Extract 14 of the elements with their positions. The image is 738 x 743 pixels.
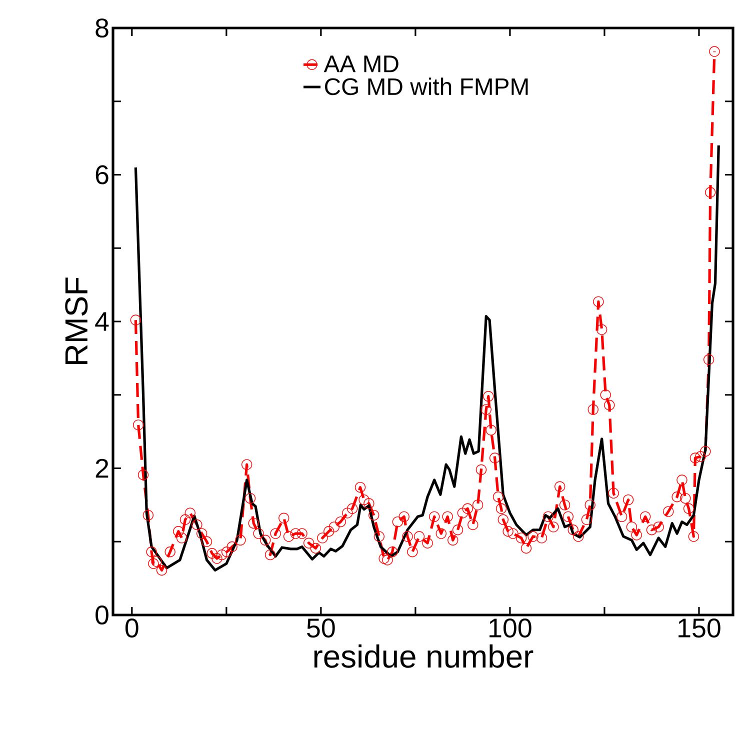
y-tick-label: 8 <box>96 18 108 38</box>
y-tick-label: 2 <box>96 458 108 478</box>
line-series <box>134 144 720 572</box>
x-tick-label: 150 <box>678 618 720 638</box>
x-tick-label: 100 <box>490 618 532 638</box>
legend-label: CG MD with FMPM <box>325 78 528 96</box>
y-tick-label: 6 <box>96 165 108 184</box>
y-tick-label: 4 <box>95 312 109 331</box>
y-tick-label: 0 <box>96 605 108 625</box>
y-axis-title: RMSF <box>65 278 88 364</box>
legend-label: AA MD <box>324 56 398 72</box>
x-axis-title: residue number <box>314 644 534 668</box>
x-tick-label: 0 <box>125 618 138 638</box>
x-tick-label: 50 <box>307 618 335 638</box>
